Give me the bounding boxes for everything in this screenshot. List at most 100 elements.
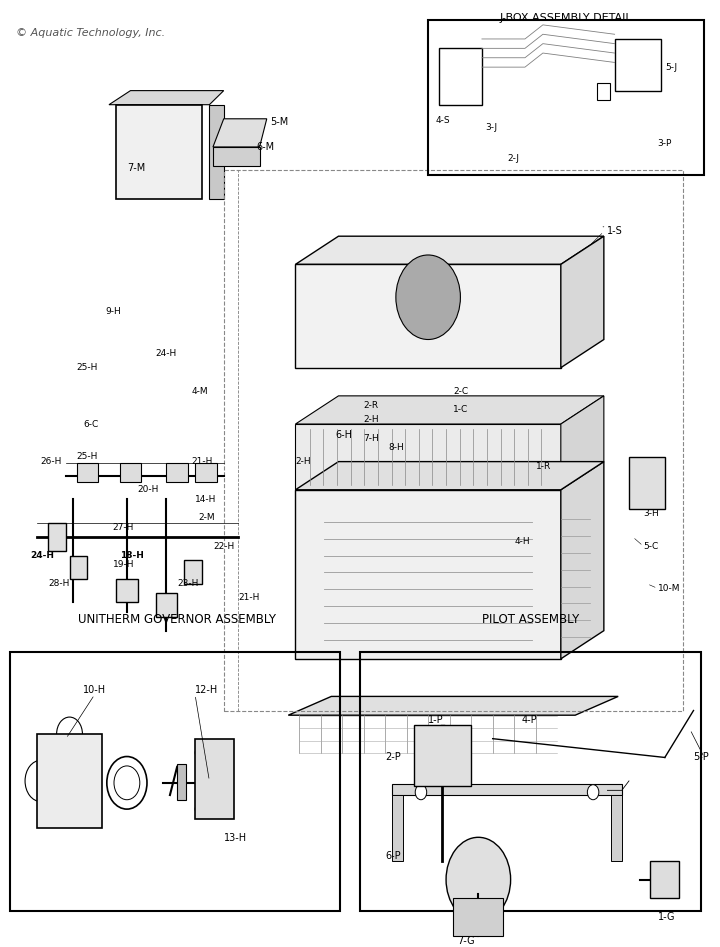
Text: 4-S: 4-S bbox=[436, 116, 450, 125]
Circle shape bbox=[57, 717, 82, 751]
Polygon shape bbox=[392, 784, 622, 795]
Polygon shape bbox=[295, 236, 604, 264]
Text: 1-S: 1-S bbox=[608, 226, 624, 237]
Circle shape bbox=[588, 785, 599, 799]
Circle shape bbox=[25, 760, 57, 801]
Circle shape bbox=[199, 760, 231, 801]
Bar bbox=[10, 652, 340, 911]
Bar bbox=[629, 456, 665, 509]
Polygon shape bbox=[295, 424, 561, 490]
Text: 1-G: 1-G bbox=[657, 912, 675, 922]
Text: 5-C: 5-C bbox=[643, 542, 659, 550]
Text: 7-H: 7-H bbox=[364, 434, 379, 442]
Text: 10-M: 10-M bbox=[657, 584, 680, 593]
Polygon shape bbox=[295, 461, 604, 490]
Text: 9-H: 9-H bbox=[105, 307, 121, 316]
Text: 6-M: 6-M bbox=[256, 142, 274, 152]
Text: 20-H: 20-H bbox=[138, 485, 159, 494]
Polygon shape bbox=[392, 795, 403, 861]
Bar bbox=[224, 170, 683, 710]
Circle shape bbox=[195, 804, 202, 813]
Text: 25-H: 25-H bbox=[77, 453, 98, 461]
Bar bbox=[77, 463, 98, 482]
Text: 25-H: 25-H bbox=[77, 364, 98, 372]
Text: J-BOX ASSEMBLY DETAIL: J-BOX ASSEMBLY DETAIL bbox=[500, 12, 632, 23]
Text: 3-J: 3-J bbox=[485, 123, 498, 133]
Text: 2-P: 2-P bbox=[385, 753, 401, 762]
Text: 3-P: 3-P bbox=[657, 139, 672, 149]
Text: 2-M: 2-M bbox=[199, 513, 215, 523]
Bar bbox=[453, 899, 503, 936]
Text: 19-H: 19-H bbox=[112, 561, 134, 569]
Circle shape bbox=[657, 870, 672, 889]
Text: 21-H: 21-H bbox=[238, 593, 259, 602]
Circle shape bbox=[225, 804, 233, 813]
Circle shape bbox=[48, 753, 91, 809]
Text: 2-C: 2-C bbox=[453, 386, 469, 396]
Text: 23-H: 23-H bbox=[177, 580, 199, 588]
Text: 4-P: 4-P bbox=[521, 715, 537, 724]
Bar bbox=[156, 593, 177, 616]
Text: 12-H: 12-H bbox=[195, 685, 218, 694]
Text: 24-H: 24-H bbox=[30, 551, 54, 560]
Polygon shape bbox=[213, 118, 267, 147]
Polygon shape bbox=[213, 147, 260, 166]
Bar bbox=[414, 724, 471, 786]
Bar bbox=[615, 39, 661, 91]
Text: 5-M: 5-M bbox=[270, 116, 289, 127]
Bar bbox=[360, 652, 701, 911]
Text: 2-J: 2-J bbox=[507, 154, 519, 164]
Text: 27-H: 27-H bbox=[112, 523, 134, 532]
Text: 14-H: 14-H bbox=[195, 494, 217, 504]
Text: PILOT ASSEMBLY: PILOT ASSEMBLY bbox=[482, 613, 580, 626]
Circle shape bbox=[225, 748, 233, 758]
Text: 1-C: 1-C bbox=[453, 405, 469, 415]
Bar bbox=[116, 579, 138, 602]
Text: 8-H: 8-H bbox=[389, 443, 405, 452]
Polygon shape bbox=[288, 696, 618, 715]
Bar bbox=[650, 861, 679, 899]
Bar bbox=[120, 463, 141, 482]
Text: 6-P: 6-P bbox=[385, 851, 401, 861]
Bar bbox=[177, 764, 186, 799]
Bar bbox=[37, 734, 102, 828]
Text: 5-J: 5-J bbox=[665, 63, 677, 72]
Text: 7-G: 7-G bbox=[456, 936, 474, 946]
Polygon shape bbox=[561, 461, 604, 659]
Polygon shape bbox=[295, 396, 604, 424]
Circle shape bbox=[432, 743, 453, 772]
Text: 7-M: 7-M bbox=[127, 163, 145, 172]
Text: 18-H: 18-H bbox=[120, 551, 143, 560]
Polygon shape bbox=[561, 396, 604, 490]
Text: 2-R: 2-R bbox=[364, 401, 379, 410]
Text: UNITHERM GOVERNOR ASSEMBLY: UNITHERM GOVERNOR ASSEMBLY bbox=[78, 613, 276, 626]
Bar bbox=[195, 463, 217, 482]
Text: 28-H: 28-H bbox=[48, 580, 69, 588]
Polygon shape bbox=[295, 490, 561, 659]
Bar bbox=[428, 20, 704, 175]
Text: 3-H: 3-H bbox=[643, 509, 659, 518]
Text: 10-H: 10-H bbox=[83, 685, 106, 694]
Text: 2-H: 2-H bbox=[295, 457, 311, 466]
Text: 4-H: 4-H bbox=[514, 537, 530, 545]
Bar bbox=[195, 739, 235, 818]
Text: 2-H: 2-H bbox=[364, 415, 379, 424]
Polygon shape bbox=[611, 795, 622, 861]
Circle shape bbox=[446, 837, 510, 921]
Text: 6-H: 6-H bbox=[335, 430, 352, 440]
Bar bbox=[439, 48, 482, 105]
Polygon shape bbox=[561, 236, 604, 367]
Text: 4-M: 4-M bbox=[192, 386, 208, 396]
Polygon shape bbox=[109, 91, 224, 105]
Bar bbox=[184, 561, 202, 583]
Text: 6-C: 6-C bbox=[84, 420, 99, 429]
Bar bbox=[166, 463, 188, 482]
Text: 22-H: 22-H bbox=[213, 542, 234, 550]
Bar bbox=[116, 105, 202, 199]
Bar bbox=[597, 83, 610, 100]
Bar bbox=[48, 523, 66, 551]
Polygon shape bbox=[210, 105, 224, 199]
Text: 1-P: 1-P bbox=[428, 715, 444, 724]
Text: 5-P: 5-P bbox=[693, 753, 709, 762]
Text: 1-R: 1-R bbox=[536, 462, 551, 471]
